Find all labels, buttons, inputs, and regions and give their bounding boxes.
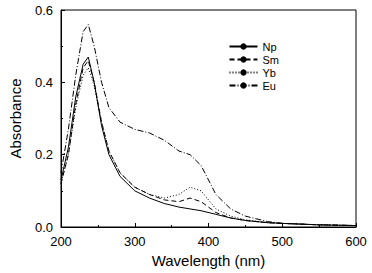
svg-text:500: 500 [271,234,293,249]
svg-text:0.2: 0.2 [35,147,53,162]
svg-text:0.6: 0.6 [35,3,53,18]
svg-text:200: 200 [50,234,72,249]
svg-text:0.4: 0.4 [35,75,53,90]
svg-text:Sm: Sm [263,54,280,66]
svg-text:Yb: Yb [263,67,276,79]
svg-text:400: 400 [198,234,220,249]
svg-text:Absorbance: Absorbance [7,78,24,158]
svg-text:Wavelength (nm): Wavelength (nm) [152,252,266,269]
svg-text:Eu: Eu [263,80,276,92]
svg-text:600: 600 [345,234,367,249]
svg-text:Np: Np [263,41,277,53]
svg-text:300: 300 [124,234,146,249]
svg-text:0.0: 0.0 [35,220,53,235]
